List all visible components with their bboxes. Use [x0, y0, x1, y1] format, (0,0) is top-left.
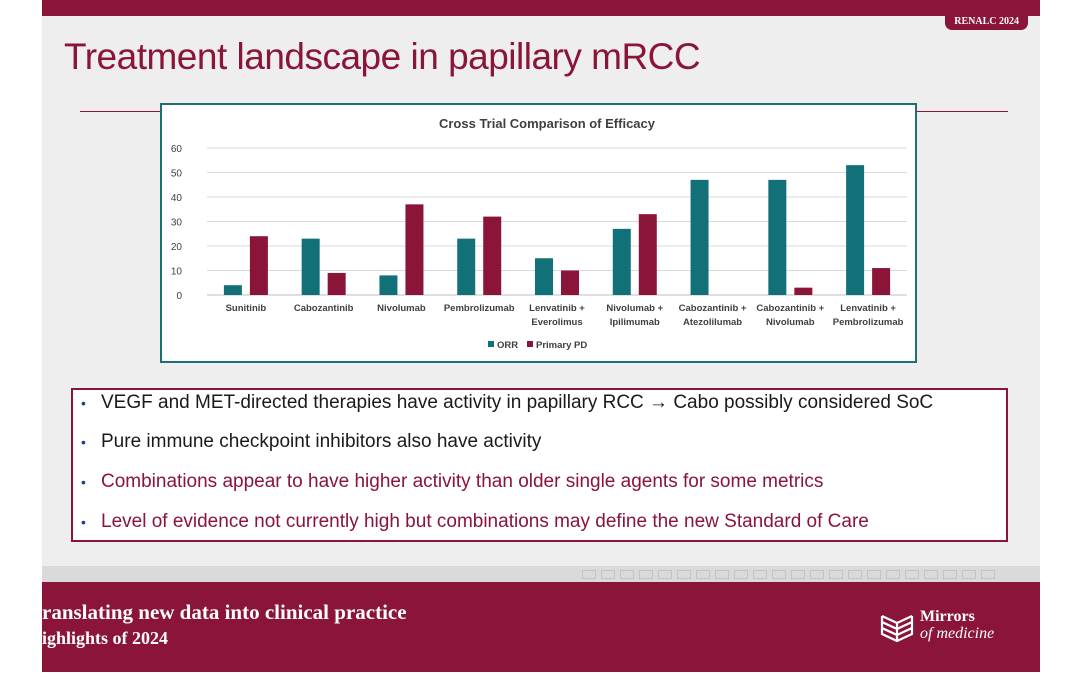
decor-tick [981, 570, 995, 579]
footer-banner: ranslating new data into clinical practi… [42, 582, 1040, 672]
chart-title: Cross Trial Comparison of Efficacy [439, 116, 656, 131]
legend-swatch [527, 341, 533, 347]
x-tick-label: Atezolilumab [683, 317, 742, 328]
x-tick-label: Nivolumab + [606, 303, 663, 314]
x-tick-label: Pembrolizumab [444, 303, 515, 314]
bullet-item: • Level of evidence not currently high bu… [81, 511, 869, 533]
decor-tick [582, 570, 596, 579]
bar-orr [379, 275, 398, 295]
bullet-dot-icon: • [81, 395, 86, 411]
logo-text-line1: Mirrors [920, 608, 975, 625]
bullet-item: • VEGF and MET-directed therapies have ac… [81, 392, 933, 414]
decor-tick [658, 570, 672, 579]
legend-swatch [488, 341, 494, 347]
decor-tick [791, 570, 805, 579]
bullet-text: VEGF and MET-directed therapies have act… [101, 392, 934, 413]
bar-orr [223, 285, 242, 295]
footer-decoration-strip [42, 566, 1040, 582]
decor-tick [867, 570, 881, 579]
x-tick-label: Pembrolizumab [833, 317, 904, 328]
bar-primary-pd [561, 270, 579, 295]
legend-label: ORR [497, 340, 518, 351]
x-tick-label: Cabozantinib [294, 303, 354, 314]
bar-orr [690, 179, 709, 295]
decor-tick [810, 570, 824, 579]
x-tick-label: Lenvatinib + [529, 303, 585, 314]
bar-orr [612, 228, 631, 295]
bullet-text: Level of evidence not currently high but… [101, 511, 869, 532]
decor-tick [715, 570, 729, 579]
decor-tick [886, 570, 900, 579]
x-tick-label: Nivolumab [766, 317, 815, 328]
bar-orr [535, 258, 553, 295]
bar-primary-pd [249, 236, 268, 295]
x-tick-label: Lenvatinib + [840, 303, 896, 314]
footer-subtitle: ighlights of 2024 [42, 628, 169, 648]
footer-tagline: ranslating new data into clinical practi… [42, 600, 407, 624]
bullet-dot-icon: • [81, 474, 86, 490]
efficacy-bar-chart: Cross Trial Comparison of Efficacy 0 10 20 3… [171, 116, 907, 351]
decor-tick [753, 570, 767, 579]
bullet-dot-icon: • [81, 514, 86, 530]
decor-tick [905, 570, 919, 579]
y-tick-label: 40 [171, 193, 183, 204]
bullet-text: Pure immune checkpoint inhibitors also h… [101, 431, 542, 452]
slide-title: Treatment landscape in papillary mRCC [64, 36, 701, 77]
decor-tick [734, 570, 748, 579]
decor-tick [962, 570, 976, 579]
bar-primary-pd [405, 204, 424, 295]
decor-tick [620, 570, 634, 579]
bar-primary-pd [794, 287, 813, 295]
x-tick-label: Cabozantinib + [679, 303, 747, 314]
bar-orr [301, 238, 320, 295]
x-tick-label: Cabozantinib + [756, 303, 824, 314]
decor-tick [772, 570, 786, 579]
y-tick-label: 0 [176, 291, 182, 302]
decor-tick [677, 570, 691, 579]
bullet-text: Combinations appear to have higher activ… [101, 471, 824, 492]
y-tick-label: 60 [171, 144, 183, 155]
logo-text-line2: of medicine [920, 625, 994, 643]
decor-tick [943, 570, 957, 579]
y-tick-label: 30 [171, 218, 183, 229]
x-tick-label: Nivolumab [377, 303, 426, 314]
top-bar [42, 0, 1040, 16]
logo-text-line2-label: of medicine [920, 625, 995, 642]
decor-tick [848, 570, 862, 579]
bar-primary-pd [638, 214, 657, 295]
bullet-item: • Combinations appear to have higher acti… [81, 471, 823, 493]
mirrors-of-medicine-logo: Mirrors of medicine [880, 608, 1010, 648]
x-tick-label: Ipilimumab [610, 317, 660, 328]
chart-panel: Cross Trial Comparison of Efficacy 0 10 20 3… [160, 103, 917, 363]
x-tick-label: Sunitinib [226, 303, 267, 314]
bar-orr [457, 238, 476, 295]
legend-label: Primary PD [536, 340, 587, 351]
decor-tick [696, 570, 710, 579]
slide: RENALC 2024 Treatment landscape in papil… [42, 0, 1040, 672]
x-tick-label: Everolimus [531, 317, 582, 328]
book-logo-icon [880, 615, 914, 643]
bullet-item: • Pure immune checkpoint inhibitors also … [81, 431, 541, 453]
bar-primary-pd [327, 272, 346, 295]
decor-tick [924, 570, 938, 579]
key-points-list: • VEGF and MET-directed therapies have ac… [71, 388, 1008, 542]
bar-primary-pd [872, 268, 891, 295]
bar-orr [846, 165, 865, 295]
y-tick-label: 20 [171, 242, 183, 253]
bullet-dot-icon: • [81, 434, 86, 450]
bar-primary-pd [483, 216, 502, 295]
bar-orr [768, 179, 787, 295]
y-tick-label: 50 [171, 169, 183, 180]
decor-tick [639, 570, 653, 579]
decor-tick [601, 570, 615, 579]
y-tick-label: 10 [171, 267, 183, 278]
conference-badge: RENALC 2024 [945, 14, 1028, 30]
decor-tick [829, 570, 843, 579]
